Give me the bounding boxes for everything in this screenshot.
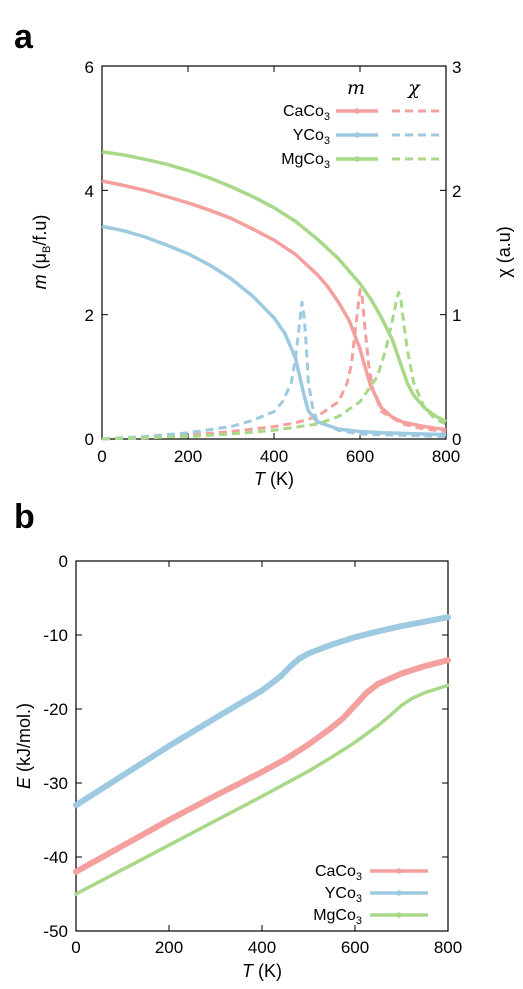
- panel-b-frame: [75, 560, 449, 932]
- y-tick-label: 0: [85, 430, 94, 449]
- x-tick-label: 200: [174, 447, 202, 466]
- y2-tick-label: 1: [452, 306, 461, 325]
- legend-label-mgco3: MgCo3: [281, 151, 330, 171]
- x-tick-label: 600: [346, 447, 374, 466]
- y2-tick-label: 3: [452, 58, 461, 77]
- panel-a-plot: 0 2 4 6 0 1 2 3 0 200 400 600 800 T (K) …: [30, 58, 514, 489]
- legend-label-caco3: CaCo3: [315, 863, 362, 883]
- panel-letter-a: a: [14, 18, 34, 56]
- y-tick-label: 2: [85, 306, 94, 325]
- legend-marker-caco3: [396, 868, 402, 874]
- legend-label-yco3: YCo3: [293, 127, 330, 147]
- legend-marker-yco3: [396, 890, 402, 896]
- x-tick-label: 800: [432, 447, 460, 466]
- y2-tick-label: 2: [452, 182, 461, 201]
- series-line-chi-caco3: [101, 288, 447, 441]
- panel-a-y2-axis-label: χ (a.u): [494, 226, 514, 277]
- series-line-m-yco3: [101, 224, 447, 437]
- y-tick-label: -10: [43, 626, 68, 645]
- panel-b-y-axis-label: E (kJ/mol.): [14, 703, 34, 789]
- series-line-m-caco3: [101, 179, 447, 432]
- x-tick-label: 400: [248, 938, 276, 957]
- y-tick-label: 6: [85, 58, 94, 77]
- x-tick-label: 800: [434, 938, 462, 957]
- legend-label-caco3: CaCo3: [283, 103, 330, 123]
- x-tick-label: 0: [71, 938, 80, 957]
- panel-b-tick-labels: -50 -40 -30 -20 -10 0 0 200 400 600 800: [43, 552, 462, 957]
- x-tick-label: 0: [97, 447, 106, 466]
- legend-label-yco3: YCo3: [325, 885, 362, 905]
- panel-b-plot: -50 -40 -30 -20 -10 0 0 200 400 600 800 …: [14, 552, 462, 981]
- panel-a-y-axis-label: m (μB/f.u): [30, 215, 53, 290]
- y-tick-label: -40: [43, 848, 68, 867]
- panel-a-frame: [101, 65, 447, 440]
- series-line-m-mgco3: [101, 150, 447, 424]
- panel-a-x-axis-label: T (K): [254, 469, 294, 489]
- panel-a-legend: m χ CaCo3 YCo3 MgCo3: [281, 77, 421, 171]
- panel-letter-b: b: [14, 498, 35, 536]
- legend-marker-caco3: [354, 108, 360, 114]
- legend-marker-mgco3: [396, 912, 402, 918]
- legend-marker-mgco3: [354, 156, 360, 162]
- legend-marker-yco3: [354, 132, 360, 138]
- x-tick-label: 400: [260, 447, 288, 466]
- panel-b-x-axis-label: T (K): [242, 961, 282, 981]
- y-tick-label: 0: [59, 552, 68, 571]
- series-line-chi-mgco3: [101, 290, 447, 441]
- y-tick-label: -50: [43, 922, 68, 941]
- x-tick-label: 600: [341, 938, 369, 957]
- legend-label-mgco3: MgCo3: [313, 907, 362, 927]
- panel-b-legend: CaCo3 YCo3 MgCo3: [313, 863, 362, 927]
- y-tick-label: -30: [43, 774, 68, 793]
- series-line-chi-yco3: [101, 300, 447, 441]
- legend-header-chi: χ: [406, 77, 421, 99]
- y-tick-label: -20: [43, 700, 68, 719]
- x-tick-label: 200: [155, 938, 183, 957]
- panel-a-tick-labels: 0 2 4 6 0 1 2 3 0 200 400 600 800: [85, 58, 462, 466]
- y2-tick-label: 0: [452, 430, 461, 449]
- legend-header-m: m: [347, 77, 365, 99]
- series-line-yco3: [73, 614, 451, 809]
- y-tick-label: 4: [85, 182, 94, 201]
- series-line-mgco3: [74, 683, 450, 896]
- series-line-caco3: [73, 657, 451, 875]
